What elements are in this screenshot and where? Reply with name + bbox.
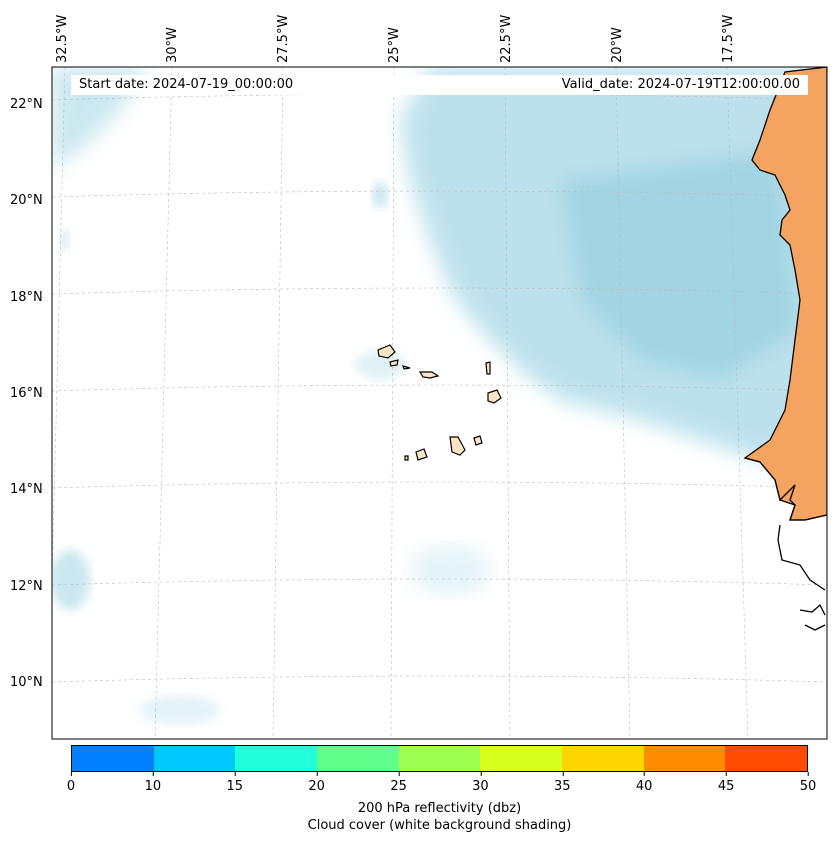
lat-label: 22°N: [10, 97, 43, 112]
colorbar-tick: 40: [636, 772, 652, 794]
lon-label: 20°W: [610, 27, 625, 63]
colorbar-segment: [562, 746, 644, 771]
colorbar-tick: 35: [554, 772, 571, 794]
lon-label: 22.5°W: [499, 14, 514, 63]
lat-label: 18°N: [10, 290, 43, 305]
valid-date: Valid_date: 2024-07-19T12:00:00.00: [561, 77, 800, 92]
start-date: Start date: 2024-07-19_00:00:00: [79, 77, 294, 92]
colorbar-tick: 20: [308, 772, 325, 794]
lat-label: 20°N: [10, 193, 43, 208]
lon-label: 32.5°W: [55, 14, 70, 63]
lon-label: 27.5°W: [276, 14, 291, 63]
lon-label: 30°W: [165, 27, 180, 63]
colorbar-ticks: 0 10 15 20 25 30 35 40 45 50: [67, 772, 816, 794]
colorbar-segment: [153, 746, 236, 771]
colorbar-tick: 10: [145, 772, 161, 794]
west-africa-coastline: [744, 457, 827, 631]
lat-label: 14°N: [10, 482, 43, 497]
colorbar-sublabel: Cloud cover (white background shading): [307, 818, 572, 833]
cape-verde-islands: [377, 344, 502, 461]
map-frame: [51, 66, 828, 740]
colorbar-segment: [398, 746, 481, 771]
colorbar-segment: [317, 746, 399, 771]
date-banner: Start date: 2024-07-19_00:00:00 Valid_da…: [71, 75, 808, 95]
colorbar-tick: 50: [800, 772, 816, 794]
lat-label: 16°N: [10, 386, 43, 401]
colorbar: [71, 745, 808, 772]
colorbar-label: 200 hPa reflectivity (dbz): [357, 801, 522, 816]
colorbar-segment: [725, 746, 808, 771]
africa-land: [743, 67, 827, 521]
colorbar-tick: 45: [718, 772, 734, 794]
colorbar-segment: [72, 746, 154, 771]
colorbar-tick: 25: [390, 772, 407, 794]
cloud-cover-shading: [52, 67, 827, 725]
lon-label: 17.5°W: [721, 14, 736, 63]
lon-label: 25°W: [387, 27, 402, 63]
colorbar-tick: 30: [472, 772, 489, 794]
gridlines: [52, 67, 827, 739]
colorbar-segment: [235, 746, 318, 771]
colorbar-tick: 0: [67, 772, 75, 794]
colorbar-segment: [480, 746, 563, 771]
colorbar-segment: [643, 746, 726, 771]
colorbar-tick: 15: [227, 772, 243, 794]
lat-label: 12°N: [10, 579, 43, 594]
lat-label: 10°N: [10, 675, 43, 690]
